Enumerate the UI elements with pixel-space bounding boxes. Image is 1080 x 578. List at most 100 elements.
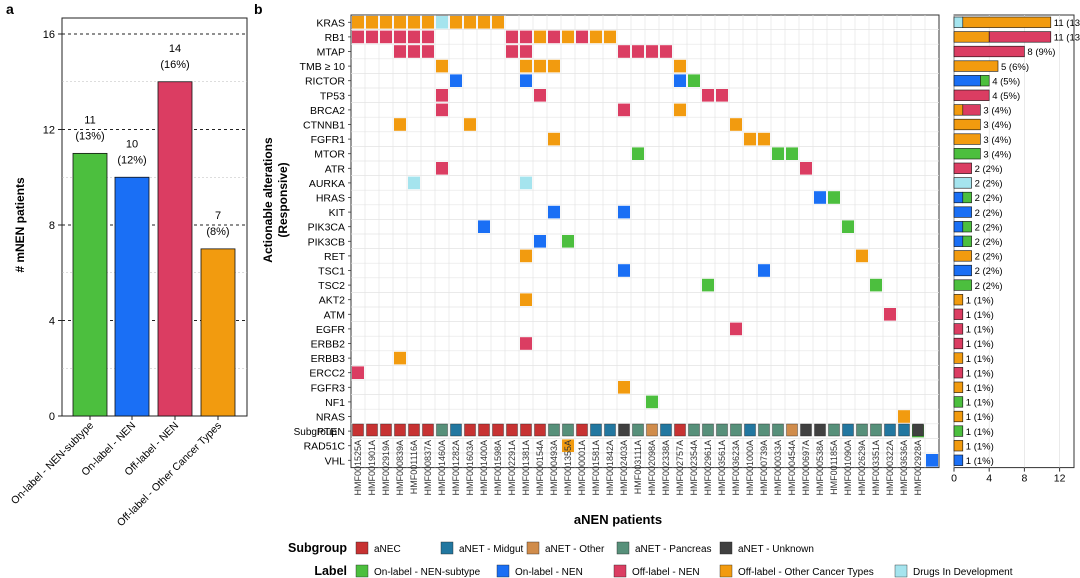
panel-a-count-label: 14 [169,43,181,55]
heatmap-cell [408,16,420,29]
legend-subgroup-label: aNET - Midgut [459,544,524,555]
side-bar-segment [953,60,999,72]
patient-label: HMF001581A [591,440,601,496]
patient-label: HMF001460A [437,440,447,496]
side-bar-value-label: 2 (2%) [975,281,1003,292]
subgroup-cell [478,423,490,437]
heatmap-cell [520,176,532,190]
heatmap-cell [674,103,686,117]
side-bar-value-label: 1 (1%) [966,354,994,365]
legend-subgroup-label: aNET - Other [545,544,605,555]
side-bar-segment [953,148,981,160]
panel-a-y-tick-label: 8 [49,220,55,232]
heatmap-cell [478,16,490,29]
subgroup-cell [786,423,798,437]
heatmap-cell [548,205,560,219]
subgroup-cell [422,423,434,437]
patient-label: HMF002338A [661,440,671,496]
panel-a-bar [114,176,150,417]
gene-label: AURKA [309,178,345,190]
subgroup-cell [520,423,532,437]
patient-label: HMF001603A [465,440,475,496]
side-bar-segment [953,235,964,247]
side-bar-segment [953,177,972,189]
side-bar-segment [953,308,964,320]
side-bar-value-label: 1 (1%) [966,441,994,452]
patient-label: HMF001598A [493,440,503,496]
gene-label: HRAS [316,193,345,205]
side-bar-segment [953,191,964,204]
side-bar-value-label: 1 (1%) [966,325,994,336]
side-bar-tick-label: 4 [986,473,992,485]
patient-label: HMF001116A [409,440,419,494]
gene-label: TP53 [320,90,345,102]
side-bar-segment [953,440,964,452]
side-bar-value-label: 2 (2%) [975,222,1003,233]
side-bar-segment [962,104,981,116]
gene-label: CTNNB1 [303,120,345,132]
panel-a-y-tick-label: 12 [43,125,55,137]
side-bar-segment [953,381,964,393]
heatmap-cell [730,322,742,336]
subgroup-cell [618,423,630,437]
subgroup-cell [800,423,812,437]
patient-label: HMF002629A [857,440,867,496]
side-bar-value-label: 1 (1%) [966,295,994,306]
subgroup-cell [758,423,770,437]
side-bar-segment [953,250,972,262]
side-bar-segment [953,352,964,364]
patient-label: HMF001525A [353,440,363,496]
side-bar-value-label: 4 (5%) [992,76,1020,87]
heatmap-cell [520,74,532,87]
gene-label: RB1 [325,32,346,44]
patient-label: HMF000322A [885,440,895,496]
side-bar-value-label: 3 (4%) [983,106,1011,117]
patient-label: HMF003561A [717,440,727,496]
gene-label: ATM [324,309,345,321]
patient-label: HMF002961A [703,440,713,496]
side-bar-segment [962,221,972,233]
subgroup-cell [884,423,896,437]
side-bar-value-label: 2 (2%) [975,252,1003,263]
panel-a-percent-label: (8%) [206,226,229,238]
subgroup-cell [898,423,910,437]
gene-label: NF1 [325,397,345,409]
side-bar-tick-label: 8 [1021,473,1027,485]
heatmap-cell [618,45,630,58]
legend-subgroup-swatch [440,541,454,555]
panel-a-percent-label: (12%) [117,154,146,166]
heatmap-cell [450,74,462,87]
legend-subgroup-swatch [719,541,733,555]
gene-label: FGFR3 [311,382,346,394]
subgroup-cell [856,423,868,437]
heatmap-cell [548,30,560,44]
subgroup-cell [366,423,378,437]
gene-label: ERBB3 [311,353,346,365]
heatmap-cell [408,45,420,58]
heatmap-cell [660,45,672,58]
heatmap-cell [562,30,574,44]
subgroup-cell [548,423,560,437]
side-bar-value-label: 3 (4%) [983,149,1011,160]
legend-subgroup-label: aNET - Pancreas [635,544,712,555]
heatmap-cell [436,59,448,73]
side-bar-segment [962,235,972,247]
subgroup-cell [744,423,756,437]
legend-label-text: Off-label - NEN [632,567,700,578]
heatmap-cell [618,381,630,394]
patient-label: HMF002757A [675,440,685,496]
side-bar-segment [980,75,990,87]
gene-label: RAD51C [304,441,346,453]
subgroup-cell [730,423,742,437]
panel-a-bar-chart: 0 4 8 12 16 # mNEN patients 11 (13%) On-label - … [9,17,248,529]
side-bar-segment [988,31,1052,43]
heatmap-cell [352,30,364,44]
subgroup-cell [534,423,546,437]
heatmap-cell [520,249,532,263]
patient-label: HMF002354A [689,440,699,496]
heatmap-cell [408,176,420,190]
subgroup-cell [702,423,714,437]
subgroup-cell [646,423,658,437]
subgroup-cell [716,423,728,437]
heatmap-cell [380,16,392,29]
